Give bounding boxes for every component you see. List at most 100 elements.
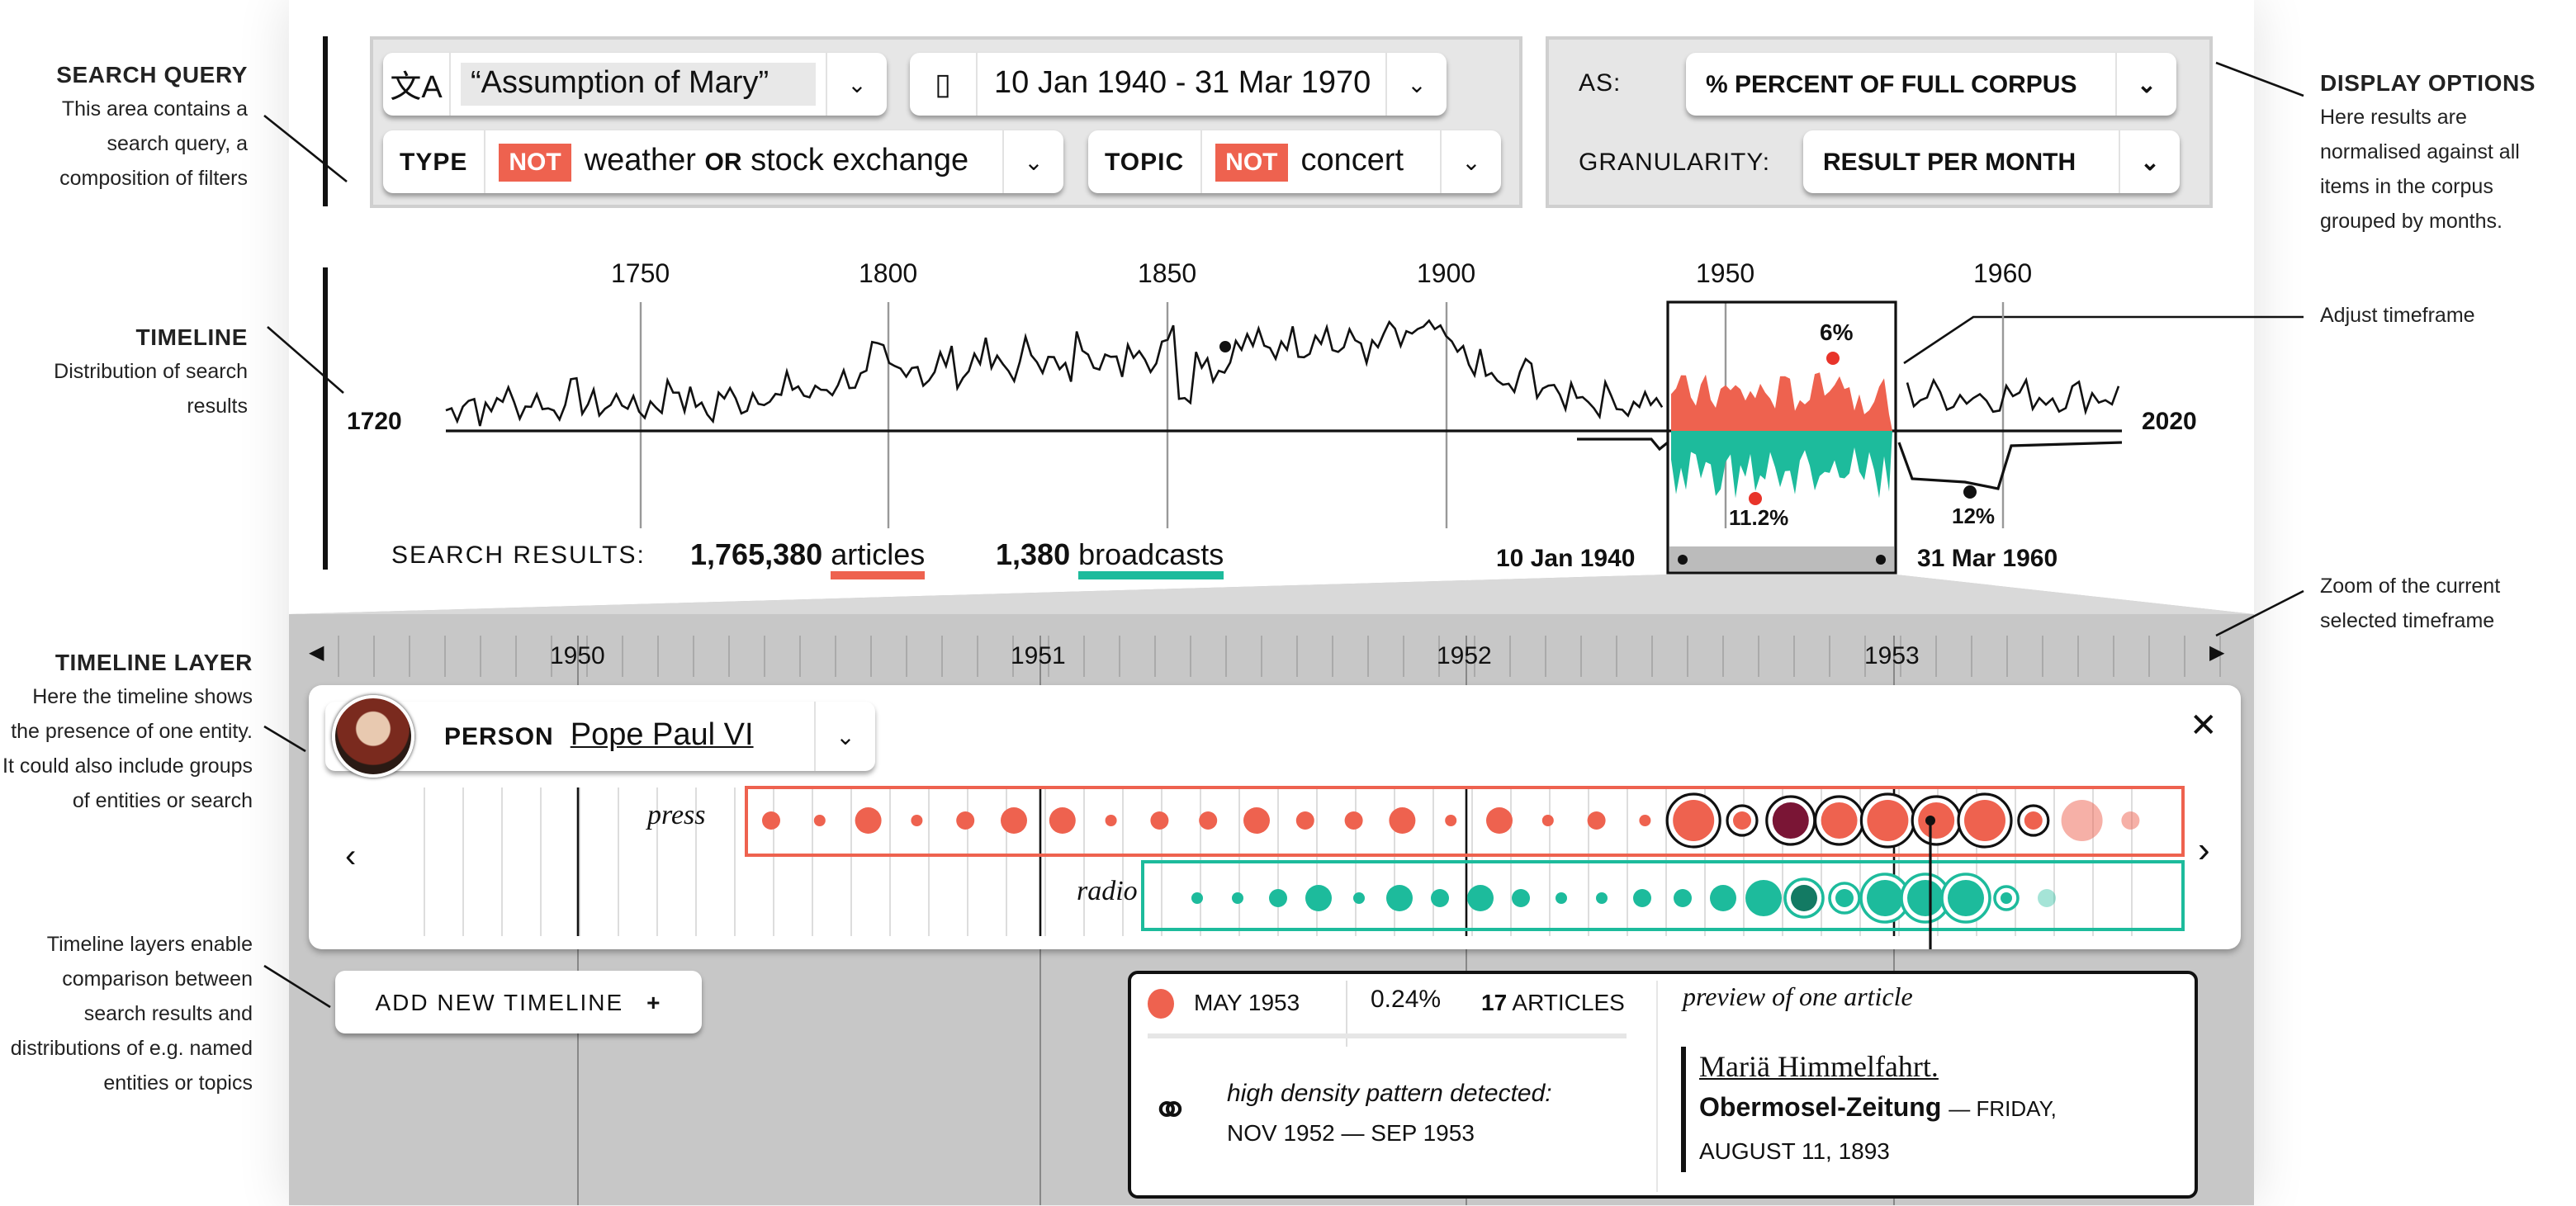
radio-bubble [1232, 892, 1243, 904]
entity-name[interactable]: Pope Paul VI [570, 718, 754, 753]
radio-bubble [1191, 892, 1203, 904]
radio-bubble [1353, 892, 1365, 904]
granularity-select[interactable]: RESULT PER MONTH ⌄ [1803, 130, 2180, 193]
press-bubble [1541, 815, 1554, 826]
press-bubble [1867, 800, 1909, 841]
layer-bubbles[interactable] [309, 685, 2241, 949]
press-bubble [1243, 807, 1270, 834]
chevron-down-icon[interactable]: ⌄ [2140, 148, 2160, 174]
timeline-chart[interactable] [0, 0, 2576, 611]
articles-line-after [1906, 376, 2120, 416]
results-label: SEARCH RESULTS: [391, 542, 646, 570]
add-new-timeline-button[interactable]: ADD NEW TIMELINE + [335, 971, 702, 1033]
radio-bubble [2001, 892, 2012, 904]
chevron-down-icon[interactable]: ⌄ [1461, 148, 1481, 174]
topic-filter[interactable]: TOPIC NOT concert ⌄ [1088, 130, 1501, 193]
broadcasts-line-after [1897, 441, 2123, 490]
plus-icon: + [646, 989, 662, 1015]
query-text[interactable]: “Assumption of Mary” [461, 63, 816, 106]
radio-bubble [1512, 889, 1530, 907]
chevron-down-icon[interactable]: ⌄ [836, 722, 855, 749]
tick-label: 1800 [859, 261, 918, 289]
peak-broadcasts2-label: 12% [1952, 504, 1996, 528]
query-filter[interactable]: 文A “Assumption of Mary” ⌄ [383, 53, 887, 116]
radio-bubble [1745, 880, 1782, 916]
selection-end: 31 Mar 1960 [1917, 545, 2058, 573]
chevron-right-icon[interactable]: › [2198, 829, 2210, 870]
annotation-display-options: DISPLAY OPTIONS Here results are normalis… [2320, 69, 2536, 233]
preview-label: preview of one article [1683, 984, 1913, 1012]
radio-bubble [1467, 885, 1494, 911]
not-badge[interactable]: NOT [499, 143, 571, 181]
tick-label: 1750 [611, 261, 670, 289]
radio-bubble [1431, 889, 1449, 907]
articles-dot-icon [1148, 989, 1174, 1019]
press-bubble [956, 811, 975, 830]
press-bubble [1105, 815, 1117, 826]
pattern-icon: ⚭ [1151, 1085, 1190, 1136]
articles-count[interactable]: 1,765,380 articles [690, 538, 926, 579]
articles-area [1671, 372, 1892, 431]
not-badge[interactable]: NOT [1215, 143, 1288, 181]
peak-articles-dot [1826, 352, 1840, 365]
tooltip: MAY 1953 0.24% 17 ARTICLES ⚭ high densit… [1128, 971, 2198, 1199]
chevron-down-icon[interactable]: ⌄ [1024, 148, 1044, 174]
press-bubble [2024, 811, 2043, 830]
annotation-timeline-layer: TIMELINE LAYER Here the timeline shows th… [2, 649, 253, 812]
zoom-tick: 1951 [1011, 642, 1066, 670]
calendar-icon: ▯ [935, 67, 951, 100]
annotation-timeline-layers: Timeline layers enable comparison betwee… [10, 933, 253, 1095]
chevron-down-icon[interactable]: ⌄ [1407, 70, 1427, 97]
radio-bubble [1907, 880, 1944, 916]
slider-handle-left [1678, 555, 1688, 565]
broadcasts-count[interactable]: 1,380 broadcasts [996, 538, 1224, 579]
selection-slider [1669, 546, 1894, 571]
close-icon[interactable]: ✕ [2190, 708, 2218, 745]
radio-bubble [1633, 889, 1651, 907]
type-value: weather OR stock exchange [584, 144, 969, 178]
press-bubble [1587, 811, 1606, 830]
tooltip-count: 17 ARTICLES [1481, 989, 1625, 1015]
radio-bubble [1948, 880, 1984, 916]
selection-box [1666, 300, 1897, 575]
selection-start: 10 Jan 1940 [1496, 545, 1636, 573]
scroll-left-icon[interactable]: ◀ [309, 641, 324, 664]
translate-icon: 文A [390, 70, 443, 105]
slider-handle-right [1876, 555, 1886, 565]
peak-broadcasts2-dot [1963, 485, 1977, 499]
press-bubble [2121, 811, 2140, 830]
press-bubble [2061, 800, 2103, 841]
type-filter[interactable]: TYPE NOT weather OR stock exchange ⌄ [383, 130, 1063, 193]
press-bubble [1918, 802, 1955, 839]
article-title[interactable]: Mariä Himmelfahrt. [1699, 1050, 1939, 1083]
date-filter[interactable]: ▯ 10 Jan 1940 - 31 Mar 1970 ⌄ [910, 53, 1447, 116]
annotation-search-query: SEARCH QUERY This area contains a search … [56, 61, 248, 190]
date-range[interactable]: 10 Jan 1940 - 31 Mar 1970 [994, 66, 1371, 101]
zoom-tick: 1952 [1437, 642, 1492, 670]
scroll-right-icon[interactable]: ▶ [2209, 641, 2225, 664]
chevron-down-icon[interactable]: ⌄ [2137, 70, 2157, 97]
topic-label: TOPIC [1105, 148, 1185, 176]
pattern-range: NOV 1952 — SEP 1953 [1227, 1119, 1475, 1146]
peak-dot [1219, 341, 1231, 352]
granularity-value: RESULT PER MONTH [1823, 148, 2076, 176]
press-bubble [813, 815, 826, 826]
tick-label: 1900 [1417, 261, 1476, 289]
timeline-start: 1720 [347, 408, 402, 436]
timeline-end: 2020 [2142, 408, 2197, 436]
as-select[interactable]: % PERCENT OF FULL CORPUS ⌄ [1686, 53, 2176, 116]
radio-bubble [1674, 889, 1692, 907]
press-bubble [1733, 811, 1751, 830]
radio-bubble [1269, 889, 1287, 907]
entity-selector[interactable]: PERSON Pope Paul VI ⌄ [325, 695, 875, 778]
chevron-left-icon[interactable]: ‹ [345, 839, 357, 875]
chevron-down-icon[interactable]: ⌄ [847, 70, 867, 97]
press-bubble [911, 815, 923, 826]
avatar [332, 695, 414, 778]
radio-bubble [1596, 892, 1608, 904]
zoom-tick: 1950 [550, 642, 605, 670]
broadcasts-line [1577, 437, 1669, 452]
annotation-timeline: TIMELINE Distribution of search results [54, 324, 248, 418]
press-bubble [1001, 807, 1027, 834]
press-bubble [1673, 800, 1715, 841]
